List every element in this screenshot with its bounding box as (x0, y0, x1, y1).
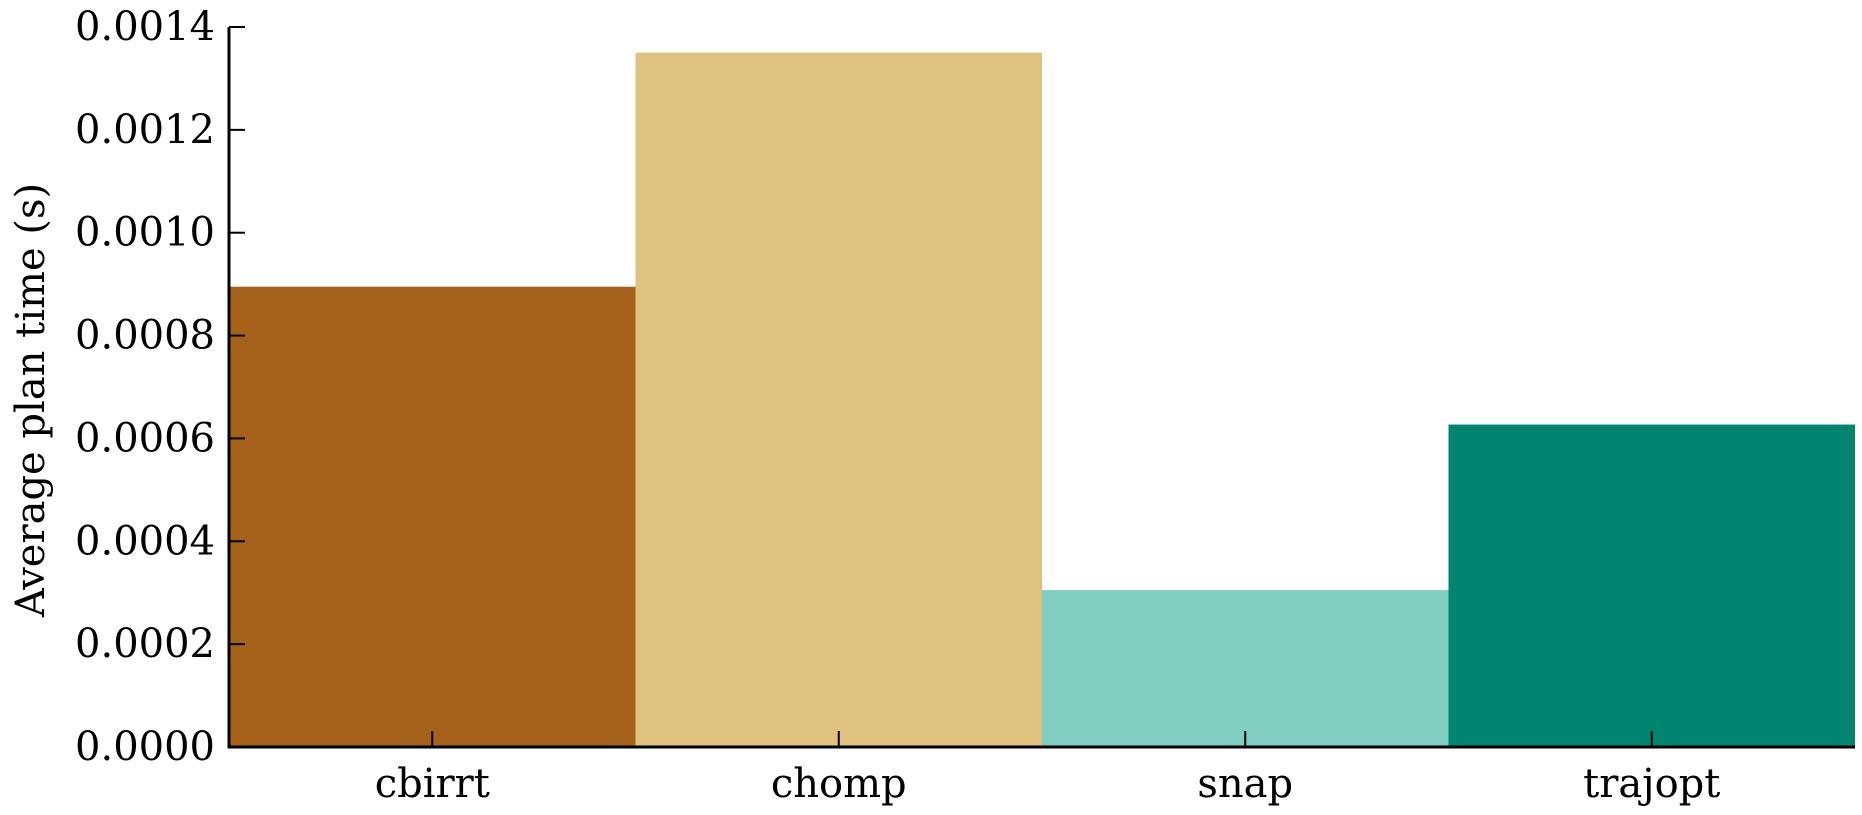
y-tick-label-0: 0.0000 (75, 724, 215, 770)
bar-chomp (635, 52, 1042, 747)
y-tick-label-4: 0.0008 (75, 313, 215, 359)
y-tick-label-7: 0.0014 (75, 4, 215, 50)
bar-cbirrt (229, 286, 636, 747)
y-tick-label-5: 0.0010 (75, 210, 215, 256)
x-tick-label-chomp: chomp (771, 761, 907, 807)
x-tick-label-trajopt: trajopt (1583, 761, 1720, 807)
y-tick-label-3: 0.0006 (75, 415, 215, 461)
bars-layer (229, 52, 1855, 747)
y-tick-label-1: 0.0002 (75, 621, 215, 667)
y-axis-title: Average plan time (s) (8, 183, 54, 618)
y-tick-label-2: 0.0004 (75, 518, 215, 564)
ticks-layer: cbirrt chomp snap trajopt 0.0000 0.0002 0.0004… (75, 4, 1720, 807)
y-tick-label-6: 0.0012 (75, 107, 215, 153)
bar-snap (1042, 590, 1449, 747)
x-tick-label-cbirrt: cbirrt (375, 761, 490, 807)
bar-trajopt (1448, 424, 1855, 747)
axes-layer (227, 27, 1855, 749)
x-tick-label-snap: snap (1197, 761, 1293, 807)
